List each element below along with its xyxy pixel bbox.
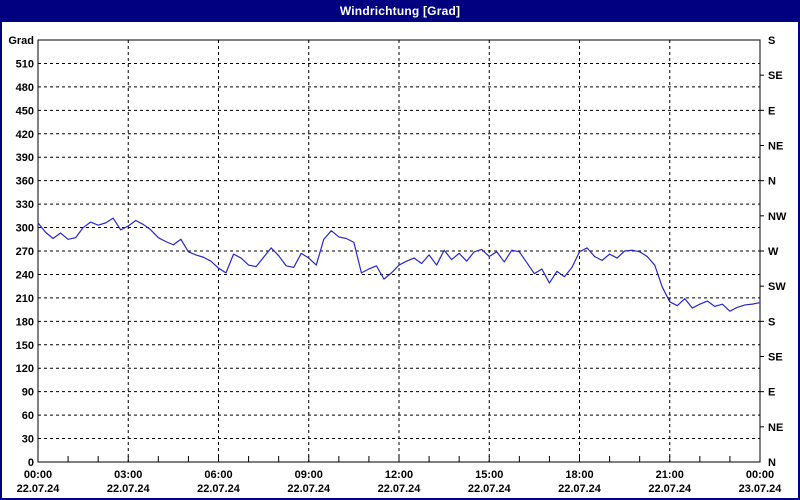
x-axis-date-label: 22.07.24: [107, 483, 151, 495]
y-axis-tick-label: 30: [22, 434, 34, 446]
x-axis-date-label: 22.07.24: [558, 483, 602, 495]
window-title: Windrichtung [Grad]: [339, 4, 461, 18]
x-axis-date-label: 23.07.24: [739, 483, 783, 495]
x-axis-date-label: 22.07.24: [468, 483, 512, 495]
y-axis-tick-label: 420: [16, 129, 34, 141]
y-axis-tick-label: 480: [16, 82, 34, 94]
compass-label: NE: [768, 422, 783, 434]
compass-label: S: [768, 35, 775, 47]
y-axis-tick-label: 90: [22, 387, 34, 399]
x-axis-time-label: 21:00: [656, 469, 684, 481]
y-axis-tick-label: 0: [28, 457, 34, 469]
y-axis-tick-label: 150: [16, 340, 34, 352]
y-axis-tick-label: 450: [16, 105, 34, 117]
compass-label: N: [768, 457, 776, 469]
x-axis-date-label: 22.07.24: [648, 483, 692, 495]
y-axis-tick-label: 360: [16, 176, 34, 188]
compass-label: SW: [768, 281, 786, 293]
x-axis-time-label: 15:00: [475, 469, 503, 481]
compass-label: N: [768, 176, 776, 188]
compass-label: E: [768, 105, 775, 117]
y-axis-tick-label: 240: [16, 269, 34, 281]
compass-label: S: [768, 316, 775, 328]
x-axis-time-label: 09:00: [295, 469, 323, 481]
y-axis-unit-label: Grad: [8, 35, 34, 47]
x-axis-date-label: 22.07.24: [197, 483, 241, 495]
x-axis-time-label: 12:00: [385, 469, 413, 481]
x-axis-time-label: 00:00: [24, 469, 52, 481]
x-axis-time-label: 00:00: [746, 469, 774, 481]
x-axis-date-label: 22.07.24: [17, 483, 61, 495]
x-axis-date-label: 22.07.24: [378, 483, 422, 495]
x-axis-time-label: 03:00: [114, 469, 142, 481]
x-axis-time-label: 06:00: [204, 469, 232, 481]
y-axis-tick-label: 390: [16, 152, 34, 164]
compass-label: SE: [768, 352, 783, 364]
wind-direction-line: [37, 217, 761, 312]
compass-label: NW: [768, 211, 787, 223]
x-axis-date-label: 22.07.24: [287, 483, 331, 495]
x-axis-time-label: 18:00: [565, 469, 593, 481]
y-axis-tick-label: 300: [16, 223, 34, 235]
compass-label: E: [768, 387, 775, 399]
y-axis-tick-label: 180: [16, 316, 34, 328]
y-axis-tick-label: 510: [16, 58, 34, 70]
compass-label: SE: [768, 70, 783, 82]
y-axis-tick-label: 60: [22, 410, 34, 422]
y-axis-tick-label: 210: [16, 293, 34, 305]
y-axis-tick-label: 120: [16, 363, 34, 375]
compass-label: W: [768, 246, 779, 258]
compass-label: NE: [768, 141, 783, 153]
y-axis-tick-label: 330: [16, 199, 34, 211]
y-axis-tick-label: 270: [16, 246, 34, 258]
title-bar: Windrichtung [Grad]: [0, 0, 800, 22]
